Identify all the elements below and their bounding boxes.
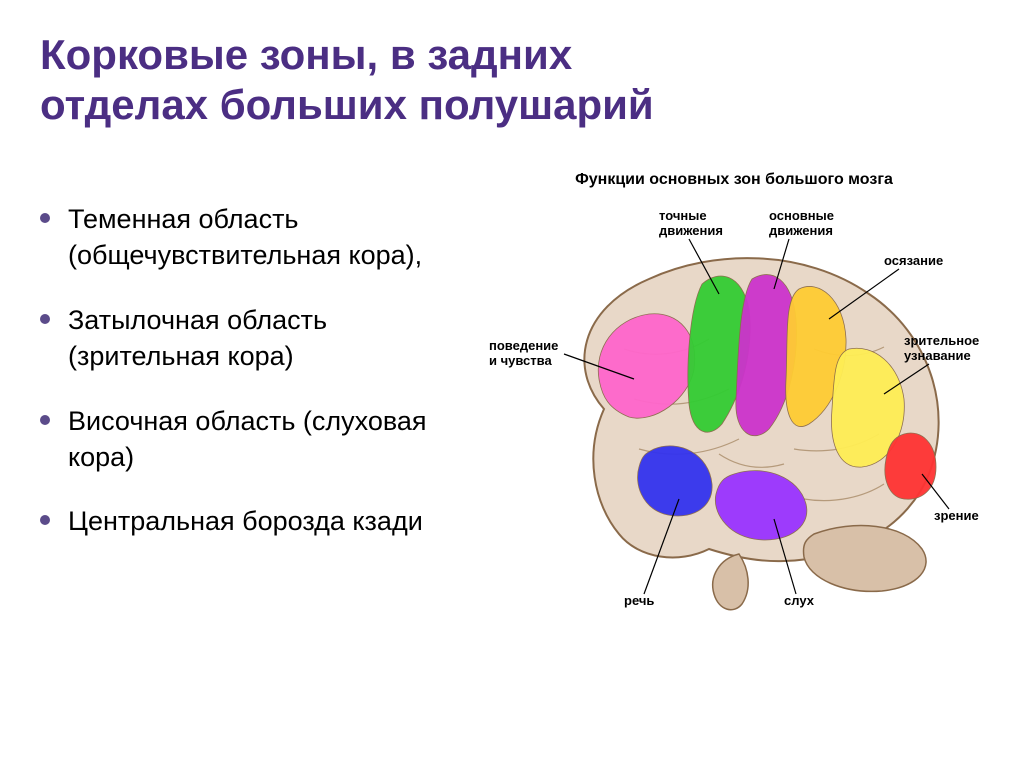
label-l_precise: точныедвижения: [659, 209, 723, 239]
label-l_touch: осязание: [884, 254, 943, 269]
bullet-dot-icon: [40, 314, 50, 324]
bullet-dot-icon: [40, 515, 50, 525]
brain-diagram: Функции основных зон большого мозга пове…: [484, 171, 984, 619]
diagram-title: Функции основных зон большого мозга: [484, 171, 984, 189]
zone-vision: [885, 433, 936, 499]
bullet-item: Центральная борозда кзади: [40, 503, 464, 539]
title-line2: отделах больших полушарий: [40, 81, 654, 128]
label-l_hearing: слух: [784, 594, 814, 609]
bullet-item: Височная область (слуховая кора): [40, 403, 464, 476]
slide-title: Корковые зоны, в задних отделах больших …: [40, 30, 984, 131]
title-line1: Корковые зоны, в задних: [40, 31, 572, 78]
bullet-text: Затылочная область (зрительная кора): [68, 302, 464, 375]
bullet-dot-icon: [40, 213, 50, 223]
label-l_vision: зрение: [934, 509, 979, 524]
bullet-text: Центральная борозда кзади: [68, 503, 423, 539]
label-l_main: основныедвижения: [769, 209, 834, 239]
label-l_behavior: поведениеи чувства: [489, 339, 558, 369]
content-row: Теменная область (общечувствительная кор…: [40, 171, 984, 619]
bullet-text: Теменная область (общечувствительная кор…: [68, 201, 464, 274]
bullet-dot-icon: [40, 415, 50, 425]
label-l_speech: речь: [624, 594, 654, 609]
bullet-item: Теменная область (общечувствительная кор…: [40, 201, 464, 274]
label-l_visrecog: зрительноеузнавание: [904, 334, 979, 364]
brain-canvas: поведениеи чувства точныедвижения основные…: [484, 199, 984, 619]
bullet-text: Височная область (слуховая кора): [68, 403, 464, 476]
bullet-item: Затылочная область (зрительная кора): [40, 302, 464, 375]
bullet-list: Теменная область (общечувствительная кор…: [40, 171, 464, 619]
